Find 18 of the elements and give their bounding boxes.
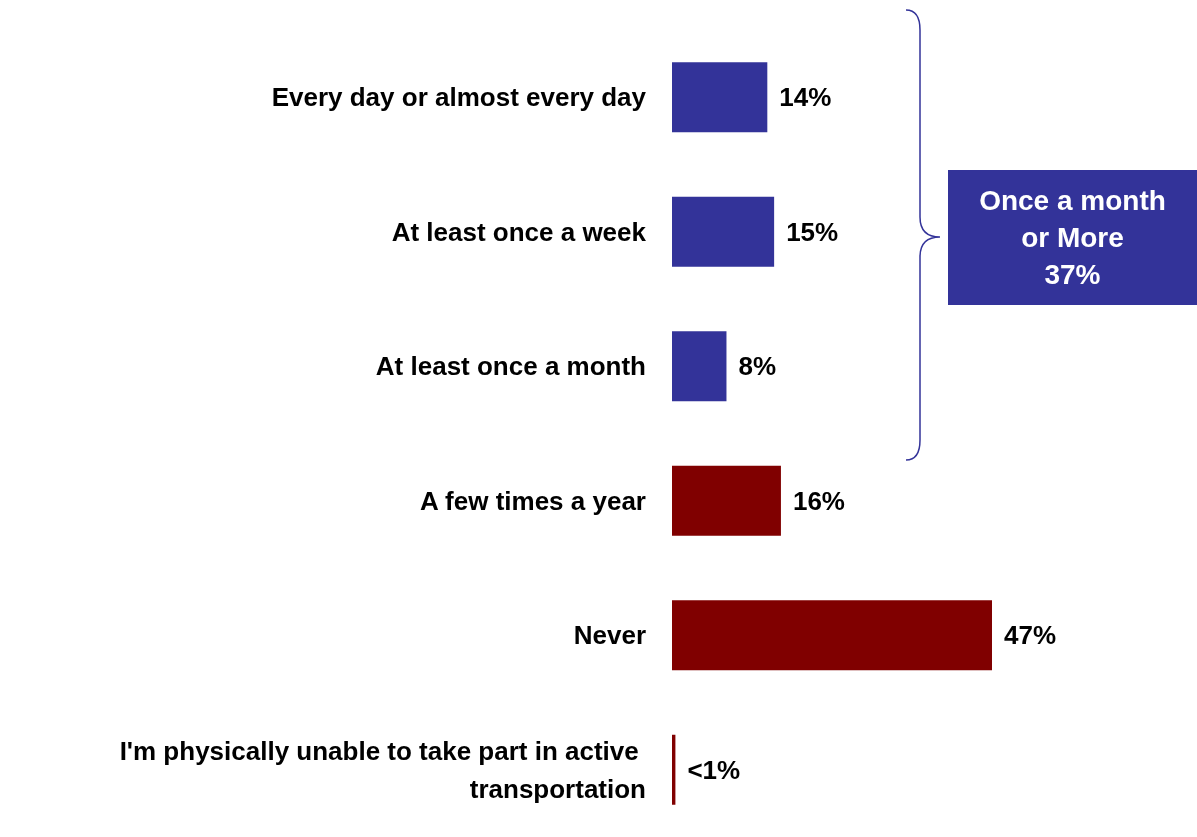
y-tick-label: At least once a week bbox=[391, 216, 647, 247]
y-tick-label: I'm physically unable to take part in active transportation bbox=[119, 735, 646, 804]
y-tick-label: A few times a year bbox=[420, 485, 646, 516]
y-tick-label: Never bbox=[573, 620, 646, 651]
bar bbox=[672, 465, 781, 536]
bar bbox=[672, 62, 768, 133]
bar bbox=[672, 196, 775, 267]
data-label: <1% bbox=[687, 754, 741, 785]
bar bbox=[672, 331, 727, 402]
bar bbox=[672, 600, 992, 671]
data-label: 14% bbox=[779, 82, 832, 113]
annotation: Once a month or More 37% bbox=[948, 170, 1197, 305]
data-label: 8% bbox=[738, 351, 777, 382]
data-label: 47% bbox=[1004, 620, 1057, 651]
data-label: 15% bbox=[786, 216, 839, 247]
y-tick-label: At least once a month bbox=[375, 351, 646, 382]
y-tick-label: Every day or almost every day bbox=[271, 82, 647, 113]
data-label: 16% bbox=[792, 485, 845, 516]
